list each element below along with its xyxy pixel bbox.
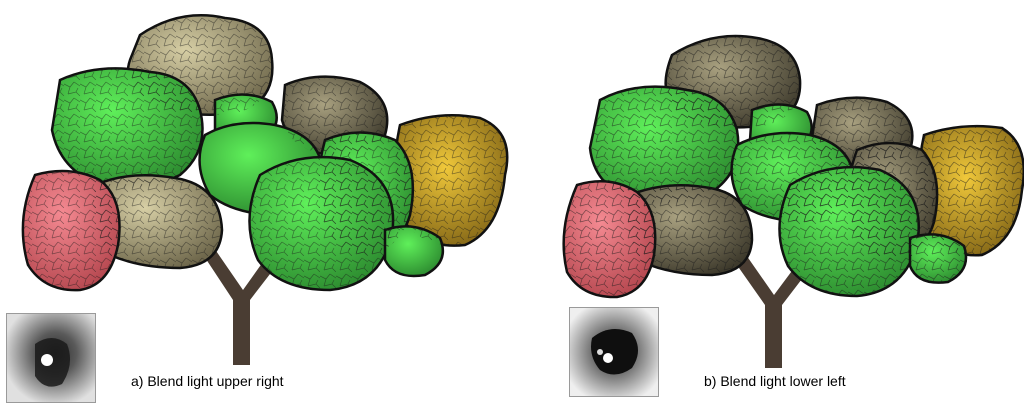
tree-trunk [732, 252, 818, 368]
caption-a: a) Blend light upper right [131, 373, 284, 389]
tree-illustration-b [562, 34, 1024, 368]
panel-a: a) Blend light upper right [0, 0, 512, 403]
light-map-thumbnail-a [6, 313, 96, 403]
tree-illustration-a [21, 14, 509, 365]
light-map-thumbnail-b [569, 307, 659, 397]
tree-trunk [200, 245, 287, 365]
panel-b: b) Blend light lower left [512, 0, 1024, 401]
caption-b: b) Blend light lower left [704, 373, 846, 389]
